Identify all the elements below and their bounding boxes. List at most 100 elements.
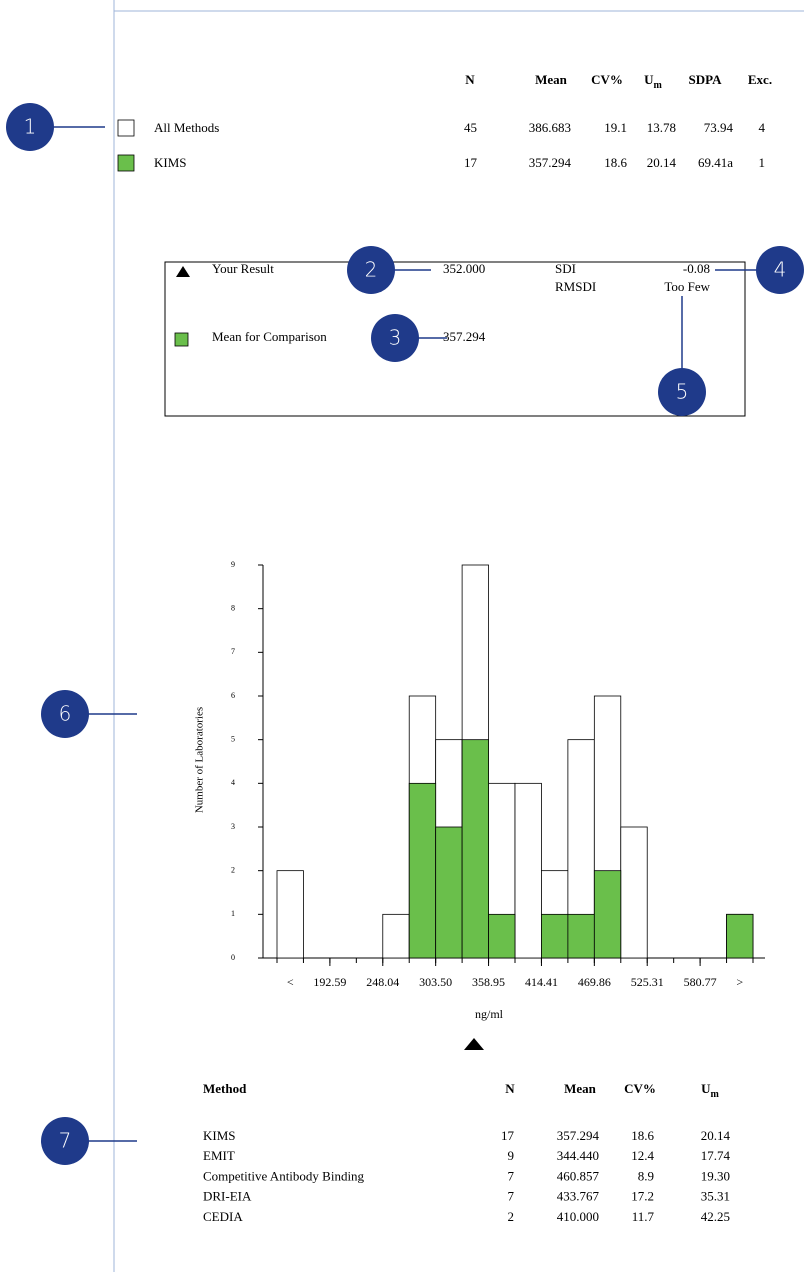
rmsdi-label: RMSDI [555,279,596,294]
y-tick-label: 3 [231,822,235,831]
bar [593,870,622,959]
x-tick-label: < [287,975,294,989]
cell: 344.440 [557,1148,599,1163]
cell: 8.9 [638,1168,654,1183]
y-tick-label: 1 [231,909,235,918]
cell: 12.4 [631,1148,654,1163]
sdi-value: -0.08 [683,261,710,276]
bar [382,913,410,959]
y-axis-label: Number of Laboratories [194,707,206,813]
bar [461,739,489,959]
x-tick-label: 525.31 [631,975,664,989]
x-axis-label: ng/ml [475,1007,504,1021]
y-tick-label: 5 [231,734,235,743]
row-label: KIMS [154,155,187,170]
cell: 17 [464,155,478,170]
callout-number: 5 [676,380,689,404]
cell: 19.30 [701,1168,730,1183]
callout: 7 [41,1117,137,1165]
cell: KIMS [203,1128,236,1143]
bar [567,913,595,959]
cell: 18.6 [631,1128,654,1143]
mean-label: Mean for Comparison [212,329,327,344]
callout-number: 1 [24,115,37,139]
rmsdi-value: Too Few [664,279,710,294]
x-tick-label: > [736,975,743,989]
callout: 5 [658,296,706,416]
header-sub: m [711,1089,720,1100]
y-tick-label: 8 [231,603,235,612]
column-header: Mean [564,1081,597,1096]
bar [408,782,437,959]
cell: 17.2 [631,1189,654,1204]
bar [514,782,542,959]
bar [541,913,569,959]
cell: 42.25 [701,1209,730,1224]
cell: 4 [759,120,766,135]
bar [726,913,754,959]
y-tick-label: 0 [231,953,235,962]
cell: 35.31 [701,1189,730,1204]
callout-number: 3 [389,326,402,350]
callout: 4 [715,246,804,294]
column-header: CV% [624,1081,656,1096]
column-header: Exc. [748,72,772,87]
column-header: Um [701,1081,719,1100]
bar [620,826,648,959]
cell: 9 [508,1148,515,1163]
y-tick-label: 6 [231,691,235,700]
header-main: U [701,1081,711,1096]
column-header: Method [203,1081,247,1096]
x-tick-label: 192.59 [313,975,346,989]
y-tick-label: 2 [231,865,235,874]
bar [276,870,304,959]
cell: 69.41a [698,155,733,170]
result-marker [176,266,190,277]
callout-number: 6 [59,702,72,726]
cell: 20.14 [647,155,677,170]
cell: 460.857 [557,1168,600,1183]
cell: Competitive Antibody Binding [203,1168,365,1183]
cell: 410.000 [557,1209,599,1224]
cell: 7 [508,1168,515,1183]
callout: 2 [347,246,431,294]
callout: 3 [371,314,447,362]
cell: CEDIA [203,1209,243,1224]
cell: 7 [508,1189,515,1204]
your-result-label: Your Result [212,261,274,276]
result-box [164,261,746,417]
column-header: Um [644,72,662,91]
callout: 6 [41,690,137,738]
bar [435,826,463,959]
cell: 2 [508,1209,515,1224]
cell: 1 [759,155,766,170]
cell: 73.94 [704,120,734,135]
column-header: Mean [535,72,568,87]
y-tick-label: 7 [231,647,235,656]
cell: 386.683 [529,120,571,135]
cell: EMIT [203,1148,235,1163]
x-tick-label: 580.77 [684,975,717,989]
legend-swatch [117,119,135,137]
cell: DRI-EIA [203,1189,252,1204]
cell: 17.74 [701,1148,731,1163]
your-result: 352.000 [443,261,485,276]
callout-number: 2 [365,258,378,282]
column-header: CV% [591,72,623,87]
bar [488,913,516,959]
callout-number: 7 [59,1129,72,1153]
x-tick-label: 358.95 [472,975,505,989]
column-header: SDPA [689,72,723,87]
cell: 357.294 [557,1128,600,1143]
x-tick-label: 248.04 [366,975,399,989]
cell: 20.14 [701,1128,731,1143]
callout: 1 [6,103,105,151]
result-marker [464,1038,484,1050]
x-tick-label: 414.41 [525,975,558,989]
y-tick-label: 4 [231,778,235,787]
cell: 18.6 [604,155,627,170]
mean-value: 357.294 [443,329,486,344]
legend-swatch [117,154,135,172]
cell: 45 [464,120,477,135]
